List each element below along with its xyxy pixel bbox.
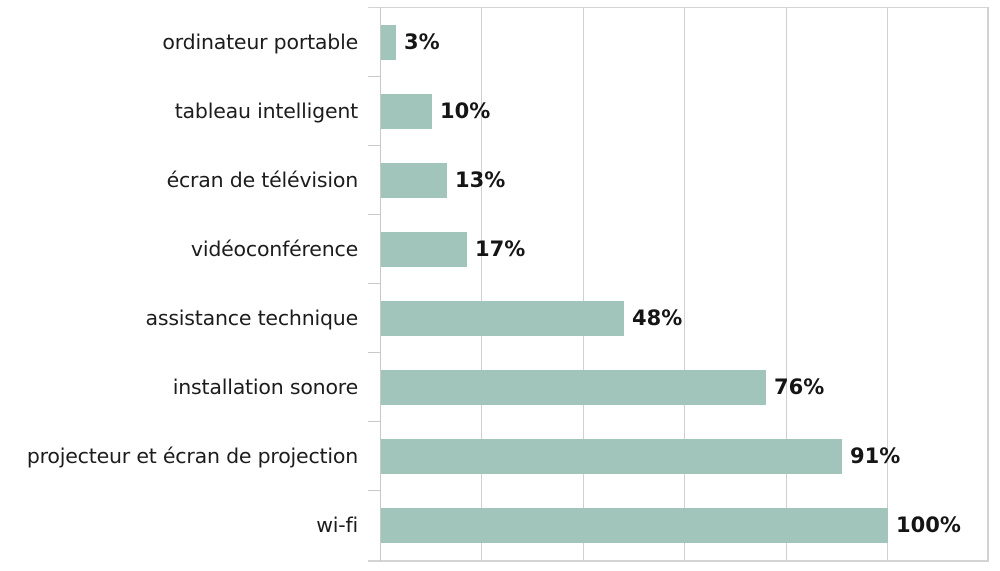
axis-tick	[368, 283, 380, 284]
category-label: écran de télévision	[166, 168, 359, 192]
bar-row: écran de télévision 13%	[0, 146, 1000, 215]
bar-row: projecteur et écran de projection 91%	[0, 422, 1000, 491]
bar-row: tableau intelligent 10%	[0, 77, 1000, 146]
category-axis	[380, 7, 381, 562]
value-label: 76%	[774, 375, 825, 399]
category-label: ordinateur portable	[162, 30, 358, 54]
bar	[381, 163, 447, 198]
bar	[381, 301, 624, 336]
value-label: 3%	[404, 30, 440, 54]
category-label: installation sonore	[172, 375, 358, 399]
gridline	[887, 7, 888, 562]
bar	[381, 94, 432, 129]
plot-frame-bottom	[368, 560, 988, 562]
category-label: assistance technique	[145, 306, 358, 330]
axis-tick	[368, 421, 380, 422]
bar	[381, 508, 888, 543]
bar	[381, 232, 467, 267]
axis-tick	[368, 214, 380, 215]
value-label: 91%	[850, 444, 901, 468]
value-label: 13%	[455, 168, 506, 192]
gridline	[786, 7, 787, 562]
value-label: 17%	[475, 237, 526, 261]
value-label: 100%	[896, 513, 961, 537]
bar-row: ordinateur portable 3%	[0, 8, 1000, 77]
bar-row: wi-fi 100%	[0, 491, 1000, 560]
value-label: 48%	[632, 306, 683, 330]
value-label: 10%	[440, 99, 491, 123]
bar-row: installation sonore 76%	[0, 353, 1000, 422]
category-label: wi-fi	[316, 513, 358, 537]
bar	[381, 439, 842, 474]
axis-tick	[368, 490, 380, 491]
category-label: projecteur et écran de projection	[26, 444, 358, 468]
gridline	[988, 7, 989, 562]
category-label: tableau intelligent	[174, 99, 358, 123]
gridline	[684, 7, 685, 562]
axis-tick	[368, 76, 380, 77]
gridline	[481, 7, 482, 562]
bar-row: assistance technique 48%	[0, 284, 1000, 353]
plot-frame-top	[368, 7, 988, 8]
bar	[381, 370, 766, 405]
bar	[381, 25, 396, 60]
axis-tick	[368, 352, 380, 353]
gridline	[583, 7, 584, 562]
category-label: vidéoconférence	[190, 237, 358, 261]
axis-tick	[368, 145, 380, 146]
bar-row: vidéoconférence 17%	[0, 215, 1000, 284]
